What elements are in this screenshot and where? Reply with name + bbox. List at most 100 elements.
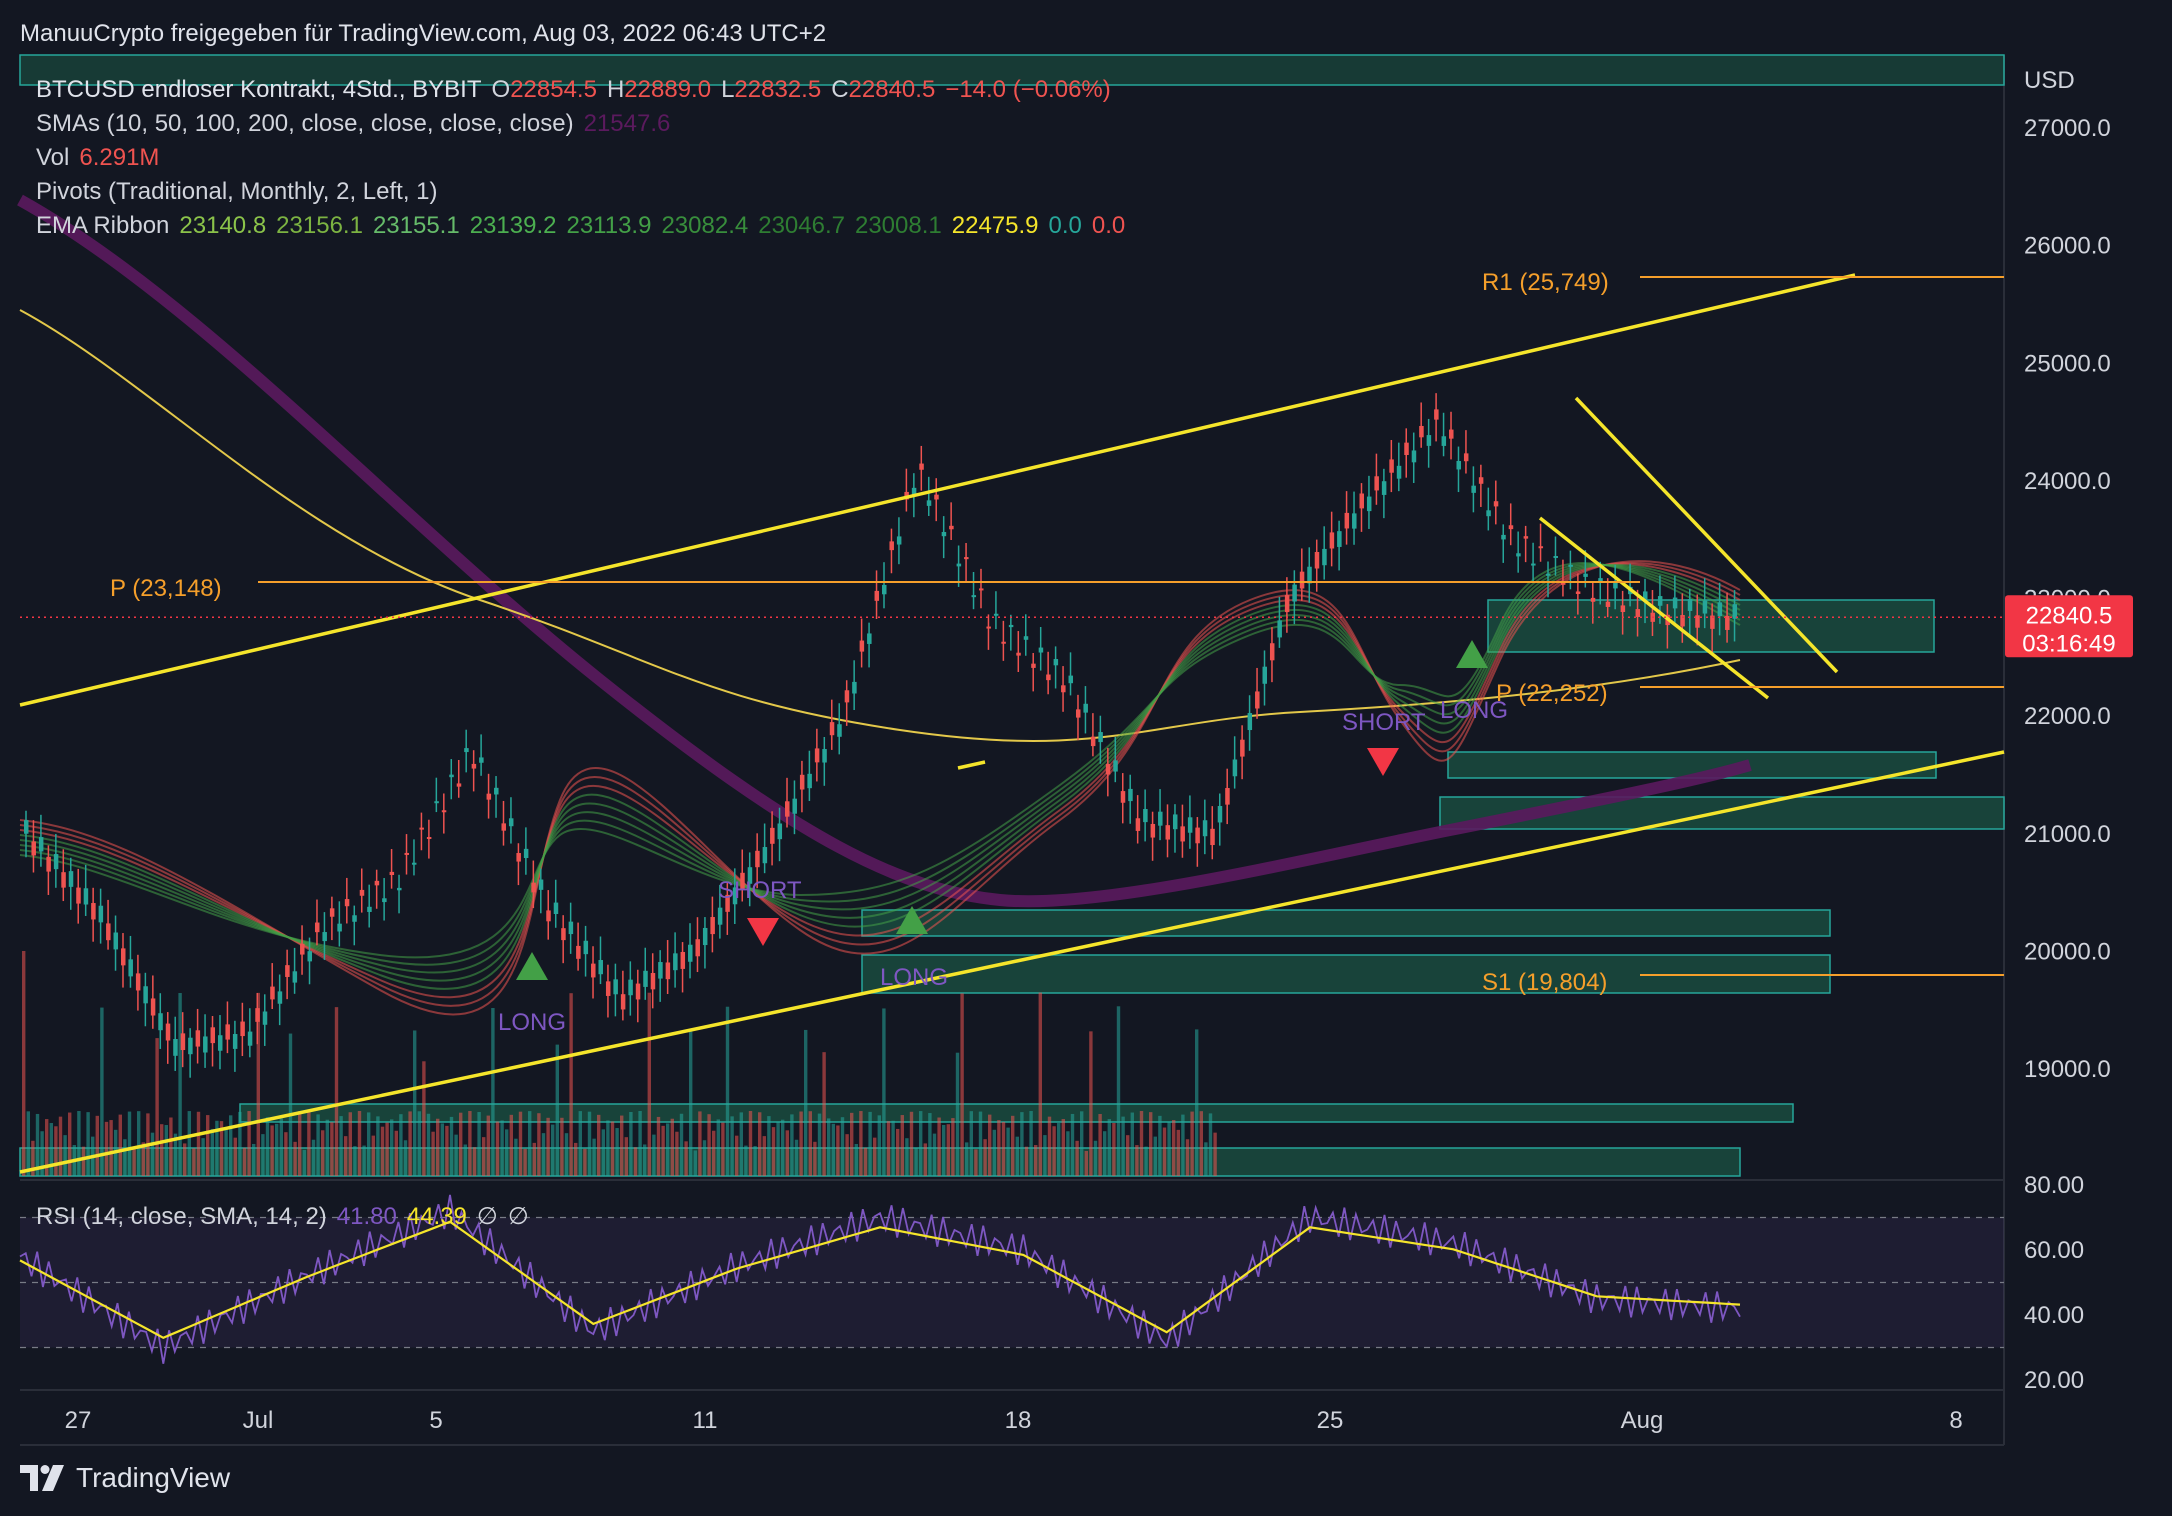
candle-body [1008, 624, 1014, 628]
volume-bar [1057, 1123, 1061, 1176]
volume-bar [104, 1121, 109, 1176]
candle-body [135, 973, 141, 991]
volume-bar [1038, 992, 1042, 1176]
volume-bar [955, 1052, 960, 1176]
volume-bar [643, 1144, 647, 1176]
legend-pivots-row: Pivots (Traditional, Monthly, 2, Left, 1… [36, 178, 448, 206]
volume-bar [196, 1111, 201, 1176]
rsi-sma-value: 44.39 [406, 1203, 467, 1230]
countdown-label: 03:16:49 [2022, 630, 2115, 657]
candle-body [1120, 791, 1126, 803]
candle-body [1516, 553, 1521, 557]
candle-body [896, 536, 902, 545]
candle-body [1478, 477, 1484, 484]
candle-body [605, 981, 611, 996]
volume-bar [40, 1131, 44, 1176]
volume-bar [31, 1140, 35, 1176]
price-axis-currency: USD [2024, 67, 2075, 94]
volume-bar [965, 1142, 969, 1176]
volume-bar [348, 1112, 352, 1176]
candle-body [24, 820, 29, 834]
volume-bar [997, 1120, 1001, 1176]
sma-200-line [17, 194, 1752, 908]
candle-body [359, 889, 365, 896]
volume-bar [472, 1147, 477, 1176]
volume-bar [380, 1126, 385, 1176]
candle-body [1225, 788, 1230, 805]
volume-bar [417, 1111, 421, 1176]
volume-bar [1213, 1132, 1217, 1176]
legend-ema-row: EMA Ribbon 23140.8 23156.1 23155.1 23139.2 23… [36, 212, 1135, 240]
candle-body [1299, 571, 1305, 589]
tradingview-footer[interactable]: TradingView [20, 1462, 230, 1494]
volume-bar [721, 1122, 725, 1176]
volume-bar [505, 1129, 509, 1176]
candle-body [1344, 512, 1350, 529]
candle-body [1366, 496, 1372, 512]
time-tick-label: 11 [693, 1407, 718, 1434]
legend-ema-value-3: 23155.1 [372, 212, 460, 239]
legend-sma-label: SMAs (10, 50, 100, 200, close, close, cl… [36, 110, 574, 137]
volume-bar [1195, 1029, 1199, 1176]
volume-bar [376, 1116, 380, 1176]
volume-bar [528, 1111, 532, 1176]
candle-body [1732, 604, 1738, 619]
short-signal-icon [1367, 748, 1399, 776]
volume-bar [854, 1143, 858, 1176]
candle-body [389, 871, 395, 876]
volume-bar [357, 1111, 362, 1176]
volume-bar [992, 1129, 996, 1176]
candle-body [98, 905, 104, 923]
time-tick-label: 27 [65, 1407, 92, 1434]
candle-body [128, 959, 133, 977]
volume-bar [794, 1139, 799, 1176]
legend-ema-zero-2: 0.0 [1091, 212, 1126, 239]
candle-body [949, 525, 954, 530]
volume-bar [790, 1114, 794, 1176]
candle-body [456, 783, 462, 787]
volume-bar [459, 1112, 463, 1176]
legend-open: 22854.5 [510, 76, 597, 103]
price-tick-label: 19000.0 [2024, 1056, 2111, 1083]
volume-bar [426, 1113, 431, 1176]
volume-bar [307, 1111, 311, 1176]
candle-body [91, 903, 96, 920]
candle-body [143, 986, 148, 1004]
volume-bar [192, 1148, 196, 1176]
candle-body [926, 500, 932, 506]
legend-vol-label: Vol [36, 144, 70, 171]
candle-body [1560, 582, 1566, 585]
volume-bar [827, 1118, 831, 1176]
candle-body [411, 862, 417, 865]
candle-body [1710, 615, 1715, 629]
candle-body [807, 773, 812, 789]
candle-body [1717, 602, 1723, 617]
rsi-line [19, 1194, 1741, 1364]
price-tick-label: 24000.0 [2024, 468, 2111, 495]
legend-ema-value-8: 23008.1 [854, 212, 942, 239]
price-tick-label: 27000.0 [2024, 115, 2111, 142]
volume-bar [302, 1149, 306, 1176]
volume-bar [187, 1111, 191, 1176]
candle-body [650, 973, 656, 990]
short-signal-label: SHORT [1342, 709, 1426, 736]
volume-bar [574, 1142, 578, 1176]
candle-body [747, 867, 753, 884]
candle-body [1635, 609, 1641, 617]
candle-body [1247, 713, 1253, 731]
candle-body [1277, 620, 1282, 638]
wedge-upper-line [1574, 396, 1839, 674]
volume-bar [1185, 1139, 1190, 1176]
volume-bar [942, 1124, 946, 1176]
candle-body [1314, 551, 1320, 569]
volume-bar [951, 1118, 955, 1176]
candle-body [314, 922, 320, 933]
volume-bar [624, 1137, 628, 1176]
candle-body [941, 532, 947, 537]
volume-bar [781, 1119, 785, 1176]
candle-body [1411, 450, 1417, 463]
candle-body [1598, 578, 1603, 583]
candle-body [1441, 436, 1447, 446]
candle-body [1337, 531, 1342, 547]
